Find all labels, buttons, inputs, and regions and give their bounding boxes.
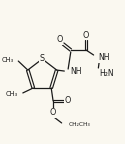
Text: O: O <box>64 96 70 105</box>
Text: O: O <box>83 31 89 39</box>
Text: O: O <box>56 36 62 44</box>
Text: NH: NH <box>70 67 82 76</box>
Text: CH₃: CH₃ <box>6 91 18 97</box>
Text: CH₂CH₃: CH₂CH₃ <box>68 122 90 127</box>
Text: S: S <box>40 54 45 63</box>
Text: O: O <box>50 108 56 118</box>
Text: NH: NH <box>98 54 110 62</box>
Text: H₂N: H₂N <box>99 69 114 77</box>
Text: CH₃: CH₃ <box>1 57 14 63</box>
